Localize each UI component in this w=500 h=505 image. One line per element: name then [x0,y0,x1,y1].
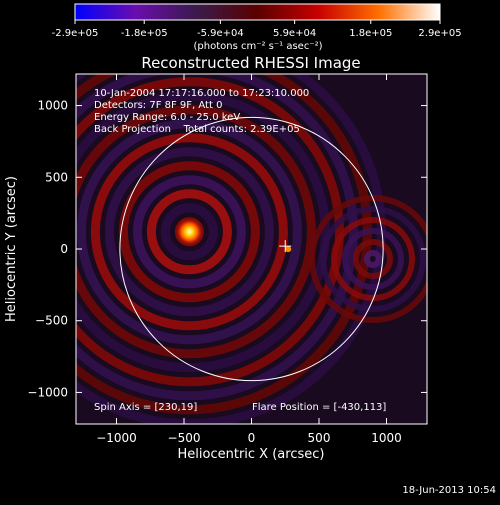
colorbar-ticks: -2.9e+05 -1.8e+05 -5.9e+04 5.9e+04 1.8e+05 2.… [52,20,462,39]
y-axis-ticks: −1000 −500 0 500 1000 [27,99,427,399]
colorbar-tick-label: 5.9e+04 [273,28,316,39]
ring-pattern [76,74,427,424]
info-line-energy: Energy Range: 6.0 - 25.0 keV [94,112,240,123]
colorbar-unit-label: (photons cm⁻² s⁻¹ asec⁻²) [193,41,322,52]
chart-title: Reconstructed RHESSI Image [141,54,360,72]
info-block: 10-Jan-2004 17:17:16.000 to 17:23:10.000… [94,88,309,135]
ring [146,189,232,275]
flare-position-label: Flare Position = [-430,113] [252,402,386,413]
footer-date: 18-Jun-2013 10:54 [402,485,496,496]
y-tick-label: −500 [35,314,68,328]
ring [76,105,316,359]
ring [353,239,393,280]
y-axis-label: Heliocentric Y (arcsec) [4,176,19,322]
flare-spot [285,246,292,253]
ring [320,206,426,313]
flare-cross-marker [279,240,292,253]
spin-axis-label: Spin Axis = [230,19] [94,402,197,413]
ring [76,74,358,401]
x-axis-label: Heliocentric X (arcsec) [178,447,325,462]
x-tick-label: −500 [168,431,201,445]
info-line-time: 10-Jan-2004 17:17:16.000 to 17:23:10.000 [94,88,309,99]
colorbar-tick-label: -2.9e+05 [52,28,99,39]
y-tick-label: 1000 [37,99,68,113]
info-line-detectors: Detectors: 7F 8F 9F, Att 0 [94,100,222,111]
ring [331,217,415,302]
solar-disk-outline [119,116,384,382]
bright-source [175,217,204,246]
info-line-method: Back Projection Total counts: 2.39E+05 [94,124,300,135]
colorbar-tick-label: 1.8e+05 [349,28,392,39]
ring [132,175,246,289]
x-tick-label: −1000 [96,431,137,445]
ring [160,203,218,261]
ring [90,133,288,331]
ring [364,250,382,269]
ring [76,91,330,373]
y-tick-label: 500 [45,170,68,184]
colorbar-tick-label: -5.9e+04 [197,28,244,39]
y-tick-label: −1000 [27,385,68,399]
ring [342,228,404,291]
x-axis-ticks: −1000 −500 0 500 1000 [96,74,402,445]
x-tick-label: 0 [248,431,256,445]
ring [104,147,274,317]
y-tick-label: 0 [60,242,68,256]
ring [118,161,260,303]
ring [76,119,302,345]
colorbar [74,3,441,21]
ring [76,77,344,387]
x-tick-label: 500 [308,431,331,445]
x-tick-label: 1000 [371,431,402,445]
colorbar-tick-label: 2.9e+05 [418,28,461,39]
plot-area [76,74,427,424]
colorbar-tick-label: -1.8e+05 [121,28,168,39]
